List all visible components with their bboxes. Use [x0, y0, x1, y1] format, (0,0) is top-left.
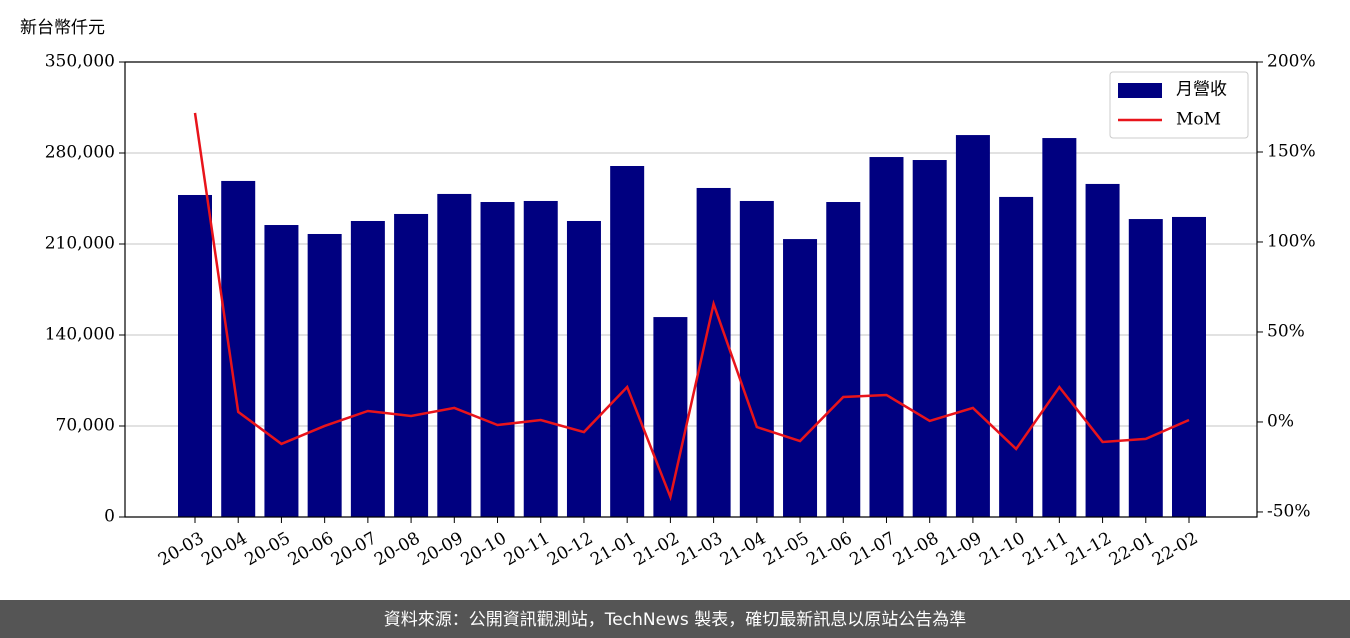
x-tick-label: 21-04 — [717, 528, 769, 570]
x-tick-label: 20-12 — [544, 528, 596, 570]
bar — [1128, 219, 1163, 518]
bar — [350, 220, 385, 518]
x-tick-label: 20-04 — [198, 528, 250, 570]
y-tick-label: 210,000 — [45, 234, 115, 254]
x-tick-label: 21-12 — [1063, 528, 1115, 570]
y-tick-label: 70,000 — [56, 416, 115, 436]
bar — [566, 220, 601, 518]
bar — [394, 213, 429, 517]
x-tick-label: 21-05 — [760, 528, 812, 570]
legend-label: 月營收 — [1176, 80, 1227, 100]
x-tick-label: 20-06 — [285, 528, 337, 570]
legend-label: MoM — [1176, 110, 1221, 130]
bar — [912, 160, 947, 517]
line — [193, 112, 1190, 502]
y2-tick-label: 50% — [1267, 321, 1305, 341]
y2-tick-label: 0% — [1267, 411, 1294, 431]
bar — [826, 202, 861, 517]
x-tick-label: 20-03 — [155, 528, 207, 570]
x-tick-label: 20-10 — [458, 528, 510, 570]
x-tick-label: 21-07 — [847, 528, 899, 570]
bar — [653, 317, 688, 517]
bar — [955, 135, 990, 517]
bar — [221, 180, 256, 517]
bar — [869, 157, 904, 517]
bar — [437, 193, 472, 517]
y2-tick-label: 150% — [1267, 141, 1316, 161]
bar — [264, 225, 299, 517]
y2-tick-label: -50% — [1267, 501, 1311, 521]
y2-tick-label: 100% — [1267, 231, 1316, 251]
y-tick-label: 280,000 — [45, 143, 115, 163]
bar — [523, 200, 558, 517]
plot-frame — [124, 61, 1258, 518]
bar — [307, 233, 342, 518]
x-tick-label: 20-07 — [328, 528, 380, 570]
bar — [1042, 138, 1077, 518]
x-tick-label: 21-09 — [933, 528, 985, 570]
bar — [1172, 216, 1206, 517]
x-tick-label: 21-03 — [674, 528, 726, 570]
legend-swatch — [1118, 83, 1162, 98]
bar — [999, 196, 1034, 517]
footer-text: 資料來源：公開資訊觀測站，TechNews 製表，確切最新訊息以原站公告為準 — [384, 610, 966, 630]
x-tick-label: 21-08 — [890, 528, 942, 570]
x-tick-label: 22-02 — [1149, 528, 1201, 570]
x-tick-label: 20-09 — [414, 528, 466, 570]
footer-bar — [0, 600, 1350, 638]
x-tick-label: 22-01 — [1106, 528, 1158, 570]
x-tick-label: 21-06 — [803, 528, 855, 570]
bar — [1085, 183, 1120, 517]
bar — [610, 166, 645, 517]
x-tick-label: 21-01 — [587, 528, 639, 570]
bar — [739, 200, 774, 517]
y-tick-label: 140,000 — [45, 325, 115, 345]
x-tick-label: 20-11 — [501, 528, 553, 570]
y-tick-label: 350,000 — [45, 52, 115, 72]
y-tick-label: 0 — [104, 507, 115, 527]
x-tick-label: 21-10 — [976, 528, 1028, 570]
x-tick-label: 20-08 — [371, 528, 423, 570]
x-tick-label: 21-11 — [1019, 528, 1071, 570]
bar — [178, 194, 212, 518]
x-tick-label: 20-05 — [241, 528, 293, 570]
bar — [783, 239, 818, 517]
x-tick-label: 21-02 — [630, 528, 682, 570]
y-axis-label: 新台幣仟元 — [20, 18, 105, 38]
y2-tick-label: 200% — [1267, 52, 1316, 72]
bar — [480, 202, 515, 517]
